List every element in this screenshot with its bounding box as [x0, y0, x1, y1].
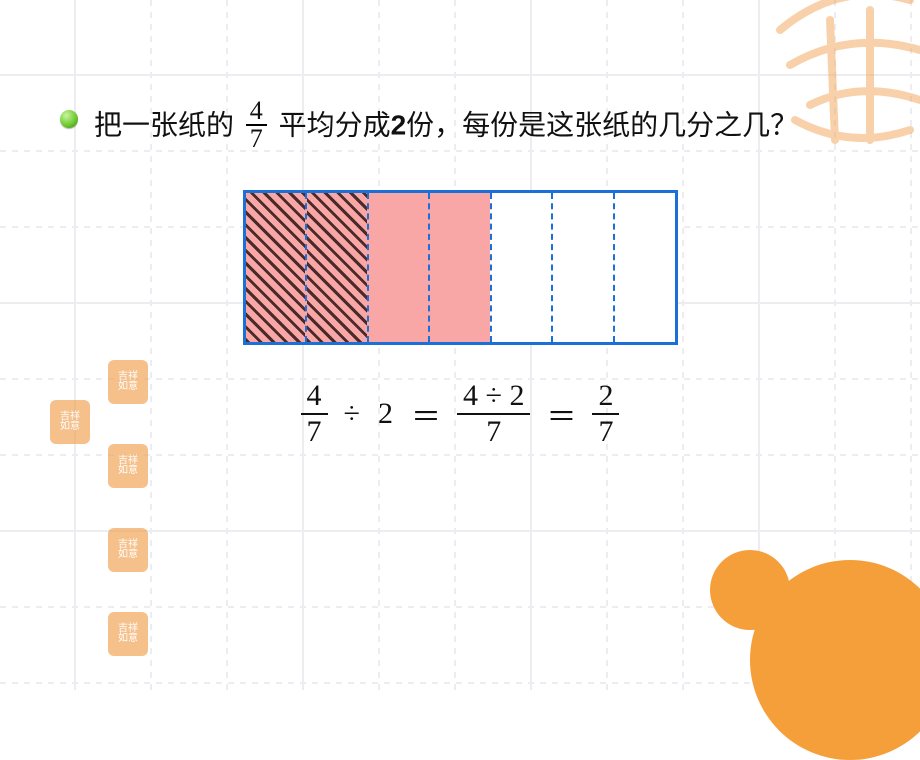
- question-mid-a: 平均分成: [279, 109, 391, 140]
- bullet-icon: [60, 110, 78, 128]
- seal-text: 如意: [118, 466, 138, 476]
- diagram-segment: [551, 193, 613, 342]
- question-pre: 把一张纸的: [94, 109, 234, 140]
- seal-text: 如意: [118, 634, 138, 644]
- seal-stamp-icon: 吉祥 如意: [108, 528, 148, 572]
- fraction-4-over-7: 4 7: [246, 98, 267, 152]
- fraction-numerator: 2: [592, 379, 619, 413]
- fraction-denominator: 7: [246, 126, 267, 152]
- fraction-numerator: 4: [246, 98, 267, 124]
- diagram-segment: [613, 193, 675, 342]
- question-text: 把一张纸的 4 7 平均分成2份，每份是这张纸的几分之几？: [94, 100, 798, 154]
- fraction-denominator: 7: [480, 415, 507, 449]
- question-mid-b: 份，每份是这张纸的几分之几？: [406, 109, 798, 140]
- division-symbol: ÷: [342, 397, 362, 431]
- equation: 4 7 ÷ 2 ＝ 4 ÷ 2 7 ＝ 2 7: [60, 379, 860, 449]
- question-row: 把一张纸的 4 7 平均分成2份，每份是这张纸的几分之几？: [60, 100, 860, 154]
- hatch-overlay: [246, 193, 306, 342]
- seal-text: 如意: [118, 550, 138, 560]
- diagram-segment: [428, 193, 490, 342]
- fraction-rhs: 2 7: [592, 379, 619, 449]
- seal-stamp-icon: 吉祥 如意: [108, 612, 148, 656]
- fraction-bar-diagram: [243, 190, 678, 345]
- fraction-denominator: 7: [301, 415, 328, 449]
- equals-symbol: ＝: [544, 392, 578, 436]
- corner-blob-ornament: [700, 540, 920, 760]
- equals-symbol: ＝: [409, 392, 443, 436]
- fraction-middle: 4 ÷ 2 7: [457, 379, 530, 449]
- divisor: 2: [376, 397, 395, 431]
- diagram-segment: [490, 193, 552, 342]
- fraction-lhs: 4 7: [301, 379, 328, 449]
- diagram-segment: [246, 193, 306, 342]
- seal-stamp-icon: 吉祥 如意: [108, 444, 148, 488]
- hatch-overlay: [307, 193, 367, 342]
- question-bold-number: 2: [391, 109, 407, 140]
- fraction-numerator: 4 ÷ 2: [457, 379, 530, 413]
- fraction-numerator: 4: [301, 379, 328, 413]
- diagram-segment: [367, 193, 429, 342]
- fraction-denominator: 7: [592, 415, 619, 449]
- diagram-segment: [305, 193, 367, 342]
